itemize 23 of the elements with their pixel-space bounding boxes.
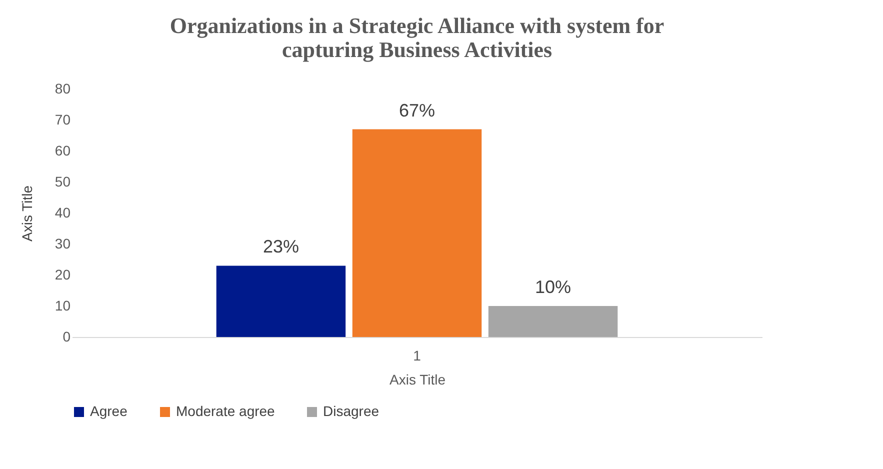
legend-label: Disagree: [323, 403, 380, 419]
y-tick-label: 80: [54, 80, 71, 96]
x-axis-title: Axis Title: [389, 372, 446, 388]
y-axis-title: Axis Title: [18, 185, 35, 242]
legend-label: Agree: [90, 403, 128, 419]
data-label: 10%: [535, 277, 572, 297]
y-tick-label: 20: [54, 266, 71, 282]
y-tick-label: 10: [54, 298, 71, 314]
bar: [216, 266, 346, 337]
legend-label: Moderate agree: [176, 403, 276, 419]
y-tick-label: 60: [54, 142, 71, 158]
y-tick-label: 70: [54, 112, 71, 128]
bar: [488, 306, 618, 337]
y-tick-label: 30: [54, 236, 71, 252]
bar: [352, 129, 482, 337]
y-tick-label: 40: [54, 204, 71, 220]
x-tick-label: 1: [413, 348, 422, 364]
y-tick-label: 0: [62, 328, 71, 344]
y-tick-label: 50: [54, 174, 71, 190]
text: Organizations in a Strategic Alliance with system for: [170, 13, 664, 38]
data-label: 67%: [398, 100, 436, 120]
text: capturing Business Activities: [282, 37, 552, 62]
data-label: 23%: [262, 236, 299, 257]
